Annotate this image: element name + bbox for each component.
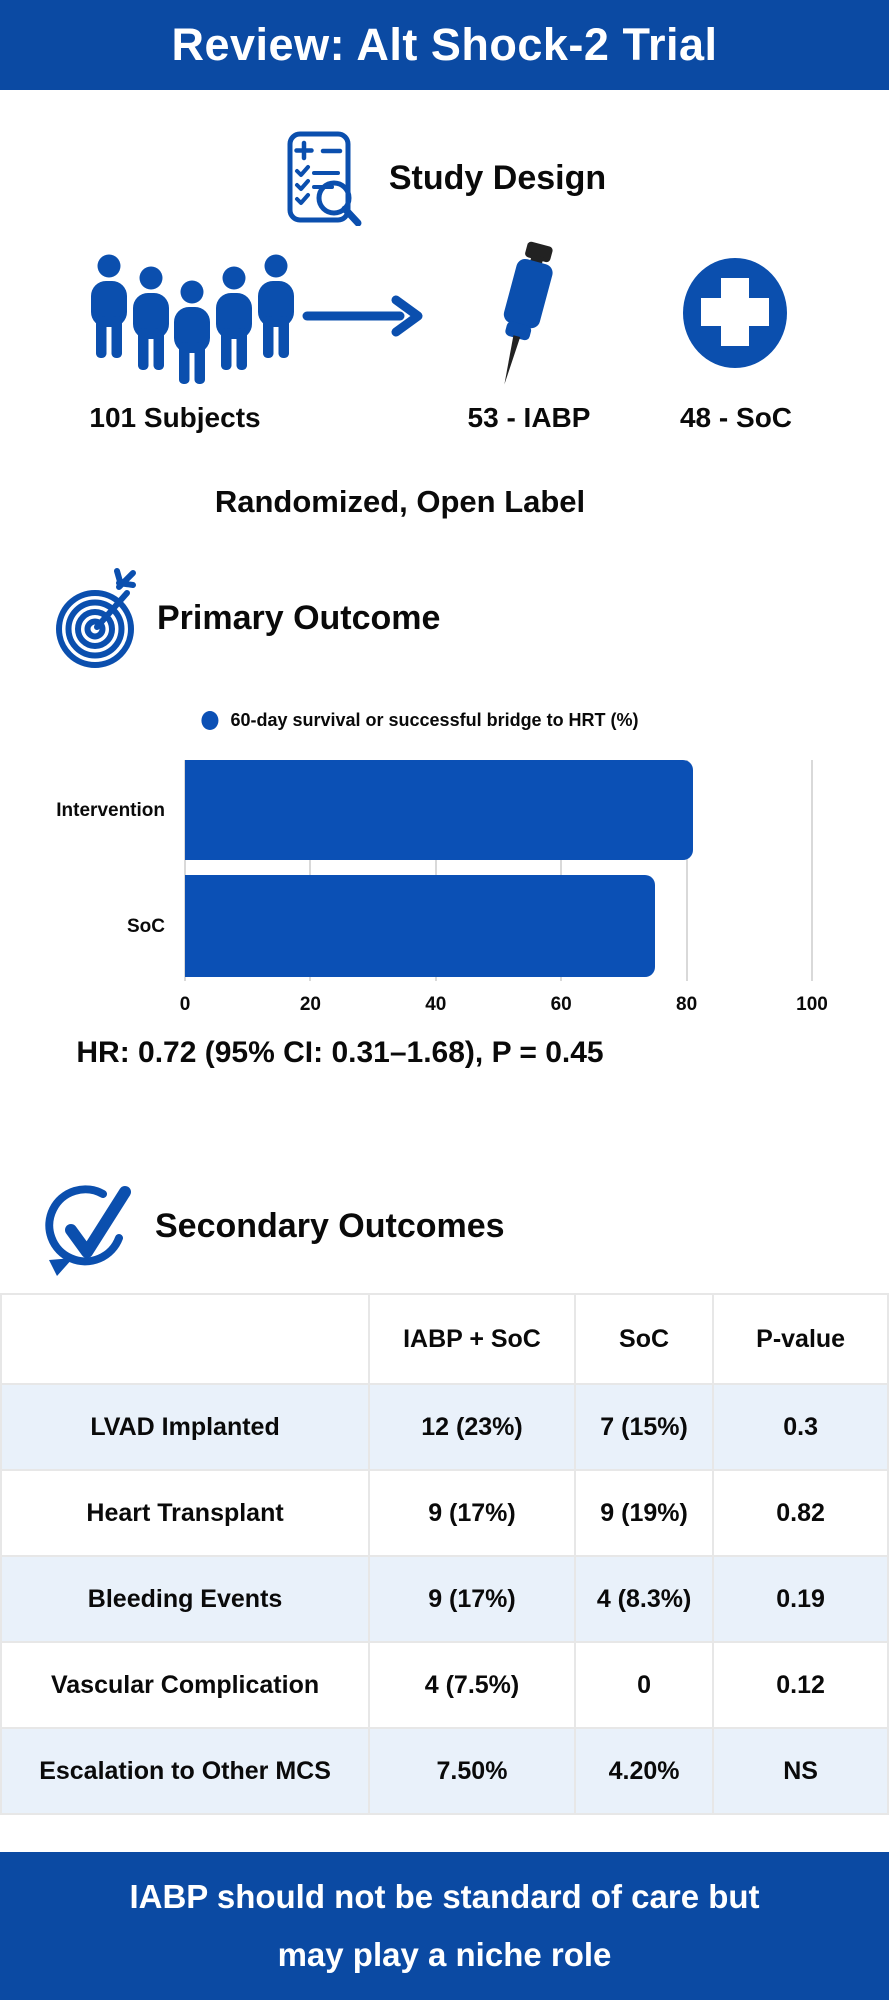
column-header-2: SoC xyxy=(573,1293,715,1385)
gridline-0 xyxy=(184,760,186,981)
row-label-cell: Vascular Complication xyxy=(0,1641,371,1729)
check-circle-icon xyxy=(45,1168,133,1284)
legend-label: 60-day survival or successful bridge to … xyxy=(230,710,639,730)
value-cell: 9 (17%) xyxy=(368,1469,576,1557)
table-row-vascular-complication: Vascular Complication 4 (7.5%) 0 0.12 xyxy=(0,1641,889,1729)
conclusion-banner: IABP should not be standard of care but … xyxy=(0,1852,889,2000)
chart-plot-area xyxy=(184,760,813,981)
header-banner: Review: Alt Shock-2 Trial xyxy=(0,0,889,90)
x-tick-label-60: 60 xyxy=(550,994,572,1015)
chart-x-axis: 0 20 40 60 80 100 xyxy=(180,994,828,1020)
value-cell: 9 (17%) xyxy=(368,1555,576,1643)
row-label-cell: Escalation to Other MCS xyxy=(0,1727,371,1815)
x-tick-label-20: 20 xyxy=(299,994,321,1015)
primary-outcome-heading: Primary Outcome xyxy=(55,565,440,671)
value-cell: 0.19 xyxy=(712,1555,889,1643)
study-design-heading: Study Design xyxy=(0,130,889,227)
secondary-outcomes-table: IABP + SoC SoC P-value LVAD Implanted 12 (2… xyxy=(0,1293,889,1815)
row-label-cell: LVAD Implanted xyxy=(0,1383,371,1471)
subjects-count-label: 101 Subjects xyxy=(89,402,261,433)
x-tick-label-100: 100 xyxy=(796,994,828,1015)
soc-arm-label: 48 - SoC xyxy=(679,402,793,433)
study-design-title: Study Design xyxy=(388,158,607,197)
chart-legend: 60-day survival or successful bridge to … xyxy=(201,710,639,731)
column-header-0 xyxy=(0,1293,371,1385)
gridline-100 xyxy=(811,760,813,981)
table-row-escalation-to-other-mcs: Escalation to Other MCS 7.50% 4.20% NS xyxy=(0,1727,889,1815)
x-tick-label-80: 80 xyxy=(676,994,698,1015)
page-title: Review: Alt Shock-2 Trial xyxy=(171,19,718,70)
gridline-60 xyxy=(560,760,563,981)
table-row-bleeding-events: Bleeding Events 9 (17%) 4 (8.3%) 0.19 xyxy=(0,1555,889,1643)
bar-intervention xyxy=(185,760,693,860)
pipette-icon xyxy=(478,240,568,390)
value-cell: 7.50% xyxy=(368,1727,576,1815)
study-report-icon xyxy=(283,130,363,227)
value-cell: NS xyxy=(712,1727,889,1815)
arrow-right-icon xyxy=(302,293,424,339)
gridline-20 xyxy=(309,760,312,981)
legend-dot-icon xyxy=(201,711,219,730)
value-cell: 9 (19%) xyxy=(573,1469,715,1557)
value-cell: 4 (7.5%) xyxy=(368,1641,576,1729)
conclusion-line-2: may play a niche role xyxy=(277,1936,612,1973)
value-cell: 7 (15%) xyxy=(573,1383,715,1471)
column-header-3: P-value xyxy=(712,1293,889,1385)
column-header-1: IABP + SoC xyxy=(368,1293,576,1385)
value-cell: 0.12 xyxy=(712,1641,889,1729)
row-label-cell: Bleeding Events xyxy=(0,1555,371,1643)
hazard-ratio-statline: HR: 0.72 (95% CI: 0.31–1.68), P = 0.45 xyxy=(76,1036,604,1069)
value-cell: 4.20% xyxy=(573,1727,715,1815)
table-row-lvad-implanted: LVAD Implanted 12 (23%) 7 (15%) 0.3 xyxy=(0,1383,889,1471)
value-cell: 0.3 xyxy=(712,1383,889,1471)
bar-soc xyxy=(185,875,656,977)
target-icon xyxy=(55,565,139,671)
x-tick-label-0: 0 xyxy=(179,994,191,1015)
secondary-outcomes-title: Secondary Outcomes xyxy=(155,1206,505,1245)
primary-outcome-chart: Intervention SoC 0 20 40 60 80 100 xyxy=(0,756,889,1026)
value-cell: 0.82 xyxy=(712,1469,889,1557)
y-axis-label-intervention: Intervention xyxy=(56,800,165,821)
gridline-40 xyxy=(434,760,437,981)
medical-cross-icon xyxy=(680,256,790,370)
value-cell: 4 (8.3%) xyxy=(573,1555,715,1643)
value-cell: 12 (23%) xyxy=(368,1383,576,1471)
conclusion-line-1: IABP should not be standard of care but xyxy=(129,1878,760,1915)
value-cell: 0 xyxy=(573,1641,715,1729)
primary-outcome-title: Primary Outcome xyxy=(157,598,441,637)
row-label-cell: Heart Transplant xyxy=(0,1469,371,1557)
subjects-group-icon xyxy=(85,252,300,386)
gridline-80 xyxy=(685,760,688,981)
study-design-type-label: Randomized, Open Label xyxy=(214,484,586,519)
iabp-arm-label: 53 - IABP xyxy=(467,402,591,433)
y-axis-label-soc: SoC xyxy=(127,916,165,937)
table-header: IABP + SoC SoC P-value xyxy=(0,1293,889,1385)
x-tick-label-40: 40 xyxy=(425,994,447,1015)
table-body: LVAD Implanted 12 (23%) 7 (15%) 0.3 Heart Tr… xyxy=(0,1383,889,1815)
secondary-outcomes-heading: Secondary Outcomes xyxy=(45,1168,505,1284)
table-row-heart-transplant: Heart Transplant 9 (17%) 9 (19%) 0.82 xyxy=(0,1469,889,1557)
